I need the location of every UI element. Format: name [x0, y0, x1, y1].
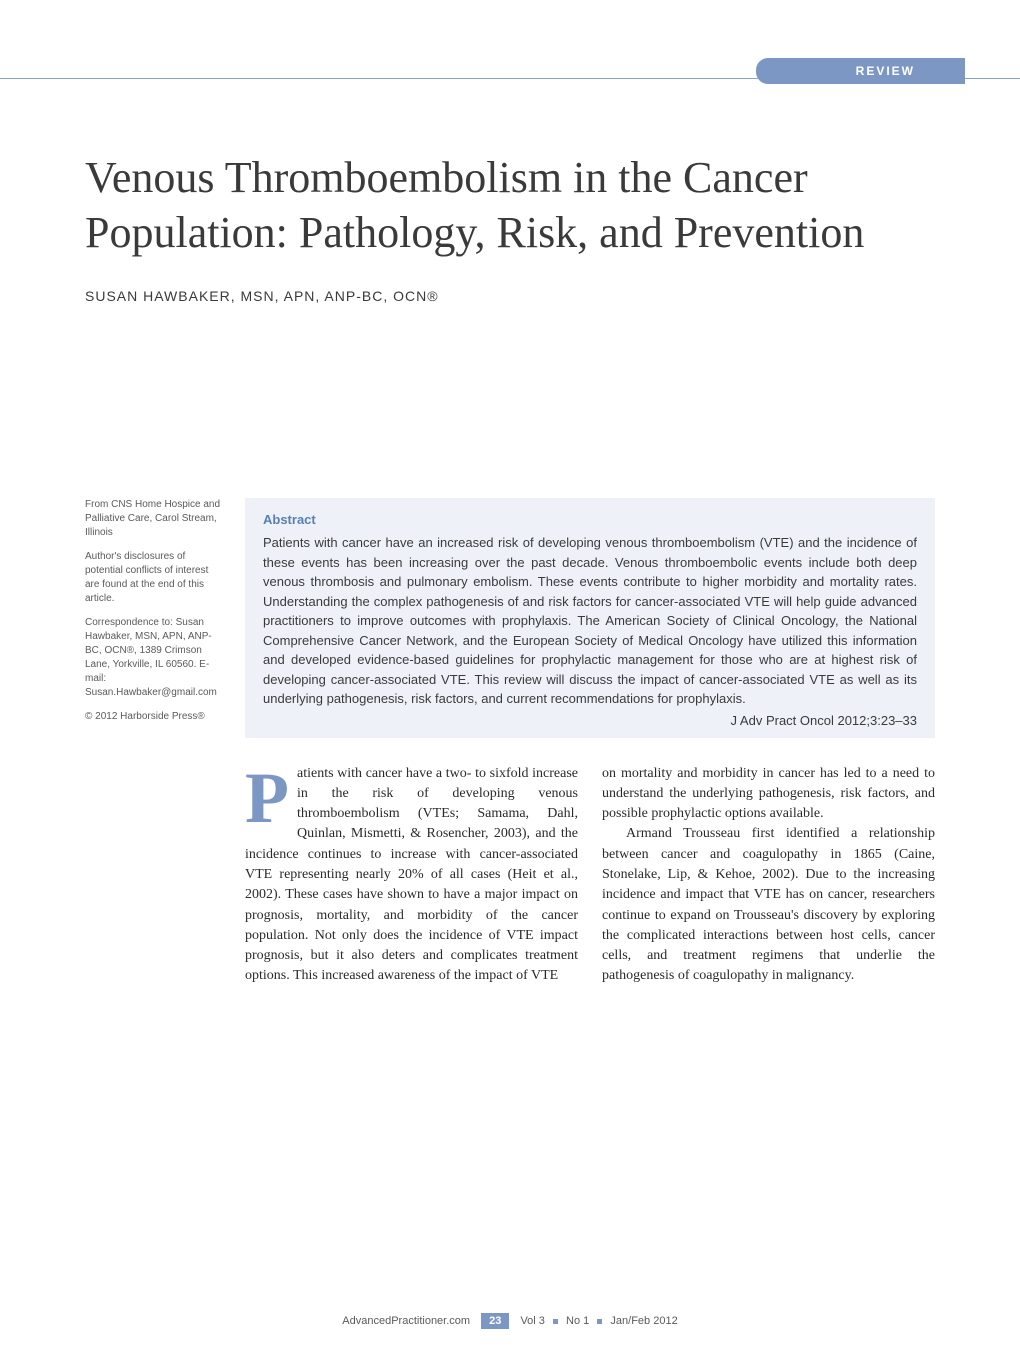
- separator-icon: [553, 1319, 558, 1324]
- body-para-1: Patients with cancer have a two- to sixf…: [245, 764, 578, 987]
- title-block: Venous Thromboembolism in the Cancer Pop…: [85, 150, 935, 304]
- body-columns: Patients with cancer have a two- to sixf…: [245, 764, 935, 987]
- abstract-box: Abstract Patients with cancer have an in…: [245, 498, 935, 738]
- copyright: © 2012 Harborside Press®: [85, 710, 225, 724]
- affiliation: From CNS Home Hospice and Palliative Car…: [85, 498, 225, 540]
- body-para-2: on mortality and morbidity in cancer has…: [602, 764, 935, 825]
- body-col-2: on mortality and morbidity in cancer has…: [602, 764, 935, 987]
- footer-site: AdvancedPractitioner.com: [342, 1315, 470, 1327]
- disclosures: Author's disclosures of potential confli…: [85, 550, 225, 606]
- correspondence: Correspondence to: Susan Hawbaker, MSN, …: [85, 616, 225, 700]
- footer-issue: No 1: [566, 1315, 589, 1327]
- sidebar-meta: From CNS Home Hospice and Palliative Car…: [85, 498, 225, 734]
- main-content: Abstract Patients with cancer have an in…: [245, 498, 935, 987]
- abstract-heading: Abstract: [263, 512, 917, 527]
- body-col-1: Patients with cancer have a two- to sixf…: [245, 764, 578, 987]
- footer-date: Jan/Feb 2012: [610, 1315, 677, 1327]
- footer-vol: Vol 3: [520, 1315, 544, 1327]
- journal-citation: J Adv Pract Oncol 2012;3:23–33: [263, 713, 917, 728]
- author-line: SUSAN HAWBAKER, MSN, APN, ANP-BC, OCN®: [85, 288, 935, 304]
- article-title: Venous Thromboembolism in the Cancer Pop…: [85, 150, 935, 260]
- separator-icon: [597, 1319, 602, 1324]
- page-footer: AdvancedPractitioner.com 23 Vol 3 No 1 J…: [0, 1313, 1020, 1329]
- abstract-text: Patients with cancer have an increased r…: [263, 533, 917, 709]
- page-number: 23: [481, 1313, 509, 1329]
- section-badge: REVIEW: [756, 58, 965, 84]
- body-para-3: Armand Trousseau first identified a rela…: [602, 824, 935, 986]
- dropcap: P: [245, 764, 297, 826]
